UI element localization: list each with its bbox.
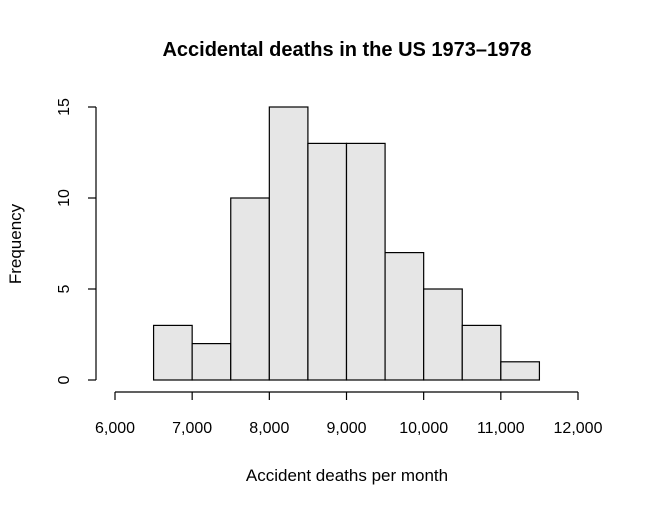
y-tick-label-2: 10 [56,189,73,207]
histogram-bar-2 [230,197,270,381]
chart-title: Accidental deaths in the US 1973–1978 [162,39,531,61]
y-tick-label-0: 0 [56,375,73,384]
x-axis-label: Accident deaths per month [246,466,448,485]
x-tick-label-6: 12,000 [554,420,603,437]
histogram-bar-5 [345,142,386,381]
y-axis: 0 5 10 15 [56,98,97,384]
histogram-bar-1 [191,343,232,381]
x-tick-label-0: 6,000 [95,420,135,437]
bars-group [152,106,541,381]
x-tick-label-2: 8,000 [249,420,289,437]
y-tick-label-3: 15 [56,98,73,116]
x-tick-label-5: 11,000 [477,420,525,437]
x-tick-label-4: 10,000 [399,420,448,437]
histogram-bar-0 [152,324,193,381]
x-axis: 6,000 7,000 8,000 9,000 10,000 11,000 12,000 [95,391,603,437]
histogram-bar-7 [423,288,463,381]
histogram-bar-3 [268,106,309,381]
y-tick-label-1: 5 [56,284,73,293]
histogram-bar-4 [307,142,348,381]
x-tick-label-1: 7,000 [172,420,212,437]
x-tick-label-3: 9,000 [326,420,366,437]
histogram-bar-6 [384,252,425,381]
y-axis-label: Frequency [6,203,25,284]
histogram-bar-8 [461,324,502,381]
histogram-bar-9 [500,361,541,381]
